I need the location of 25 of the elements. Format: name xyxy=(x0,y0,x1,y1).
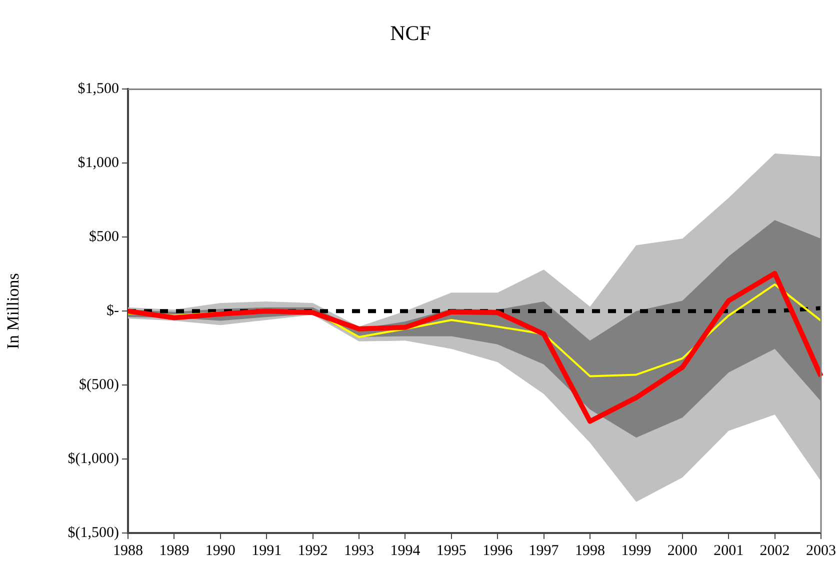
y-tick-label: $1,000 xyxy=(78,155,119,172)
x-tick-label: 2003 xyxy=(806,542,836,559)
x-tick-label: 1991 xyxy=(252,542,282,559)
y-tick-label: $500 xyxy=(89,229,119,246)
x-tick-label: 2002 xyxy=(760,542,790,559)
x-tick-label: 1996 xyxy=(482,542,514,559)
y-tick-label: $- xyxy=(106,303,119,320)
x-tick-label: 1997 xyxy=(528,542,560,559)
x-tick-label: 1988 xyxy=(113,542,143,559)
x-tick-label: 1999 xyxy=(621,542,652,559)
y-tick-label: $(1,000) xyxy=(68,450,119,467)
x-tick-label: 1992 xyxy=(298,542,328,559)
x-tick-label: 1989 xyxy=(159,542,190,559)
x-tick-label: 1990 xyxy=(205,542,236,559)
x-tick-label: 2000 xyxy=(667,542,698,559)
y-tick-label: $1,500 xyxy=(78,81,119,98)
y-tick-label: $(500) xyxy=(79,377,119,394)
x-tick-label: 1995 xyxy=(436,542,466,559)
x-tick-label: 1998 xyxy=(575,542,605,559)
x-tick-label: 1993 xyxy=(344,542,374,559)
x-tick-label: 2001 xyxy=(714,542,744,559)
x-tick-label: 1994 xyxy=(390,542,421,559)
chart-title: NCF xyxy=(390,21,431,46)
y-tick-label: $(1,500) xyxy=(68,524,119,541)
y-axis-title: In Millions xyxy=(4,273,23,350)
